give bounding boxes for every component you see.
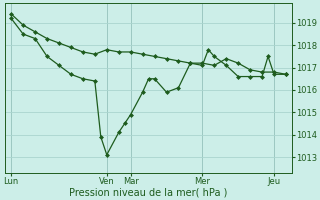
X-axis label: Pression niveau de la mer( hPa ): Pression niveau de la mer( hPa ) (69, 187, 228, 197)
